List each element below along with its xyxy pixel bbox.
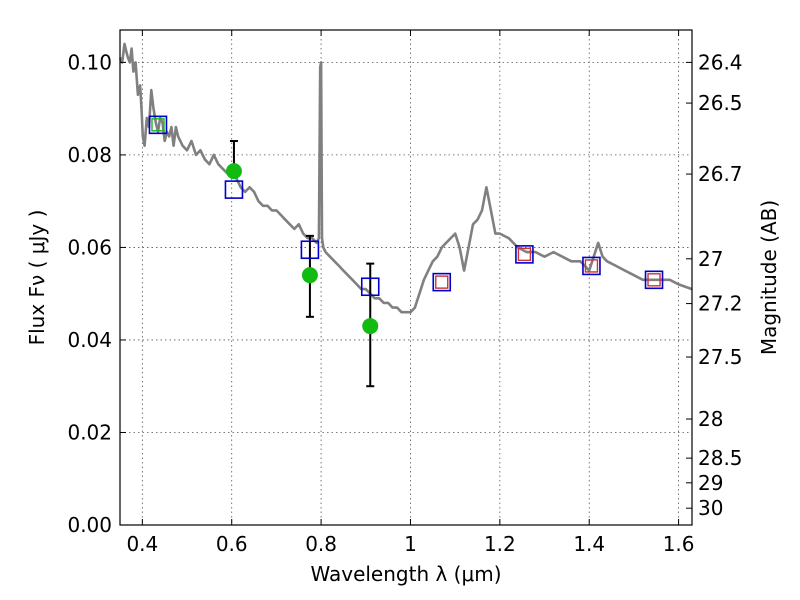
x-tick-label: 0.8 [305,532,337,556]
model-photometry-inner-square [435,275,449,289]
model-photometry-square [360,277,380,297]
model-photometry-inner-square [647,273,661,287]
x-tick-label: 1.2 [484,532,516,556]
model-photometry-square [148,115,168,135]
y-tick-label: 0.08 [67,143,112,167]
tick-marks [120,30,692,526]
y-tick-label: 0.10 [67,50,112,74]
observed-photometry-point [362,318,379,335]
sed-spectrum-line [118,42,693,314]
y-tick-label: 0.04 [67,328,112,352]
x-tick-label: 1.6 [663,532,695,556]
y-tick-label: 0.06 [67,235,112,259]
x-axis-label: Wavelength λ (μm) [310,562,501,586]
y2-tick-label: 27.2 [698,292,743,316]
observed-photometry-point [225,163,242,180]
x-tick-label: 1 [404,532,417,556]
x-tick-label: 1.4 [573,532,605,556]
model-photometry-inner-square [584,259,599,273]
y2-tick-label: 28 [698,407,723,431]
errorbar-layer [229,140,375,388]
y-axis-label: Flux Fν ( μJy ) [25,210,49,346]
y-tick-label: 0.00 [67,513,112,537]
model-photometry-square [644,270,664,290]
model-photometry-square [515,245,534,264]
y-tick-label: 0.02 [67,420,112,444]
x-tick-label: 0.4 [126,532,158,556]
model-photometry-square [300,240,320,260]
y2-tick-label: 26.4 [698,50,743,74]
y2-tick-label: 29 [698,471,723,495]
x-tick-label: 0.6 [216,532,248,556]
y2-tick-label: 28.5 [698,446,743,470]
y-tick-labels: 0.00 0.02 0.04 0.06 0.08 0.10 [67,50,112,537]
observed-photometry-point [301,267,318,284]
model-photometry-inner-square [517,247,532,262]
y2-tick-label: 30 [698,496,723,520]
y2-axis-label: Magnitude (AB) [757,200,781,355]
model-photometry-layer [148,115,664,297]
model-photometry-square [432,272,452,292]
sed-spectrum-layer [118,42,693,314]
y2-tick-label: 27 [698,247,723,271]
x-tick-labels: 0.4 0.6 0.8 1 1.2 1.4 1.6 [126,532,694,556]
model-photometry-inner-square [151,118,165,132]
plot-frame [119,29,693,526]
model-photometry-square [582,256,601,276]
y2-tick-label: 27.5 [698,345,743,369]
model-photometry-square [224,180,244,199]
y2-tick-label: 26.5 [698,91,743,115]
observed-photometry-layer [225,163,379,335]
y2-tick-label: 26.7 [698,162,743,186]
grid-lines [120,30,692,526]
